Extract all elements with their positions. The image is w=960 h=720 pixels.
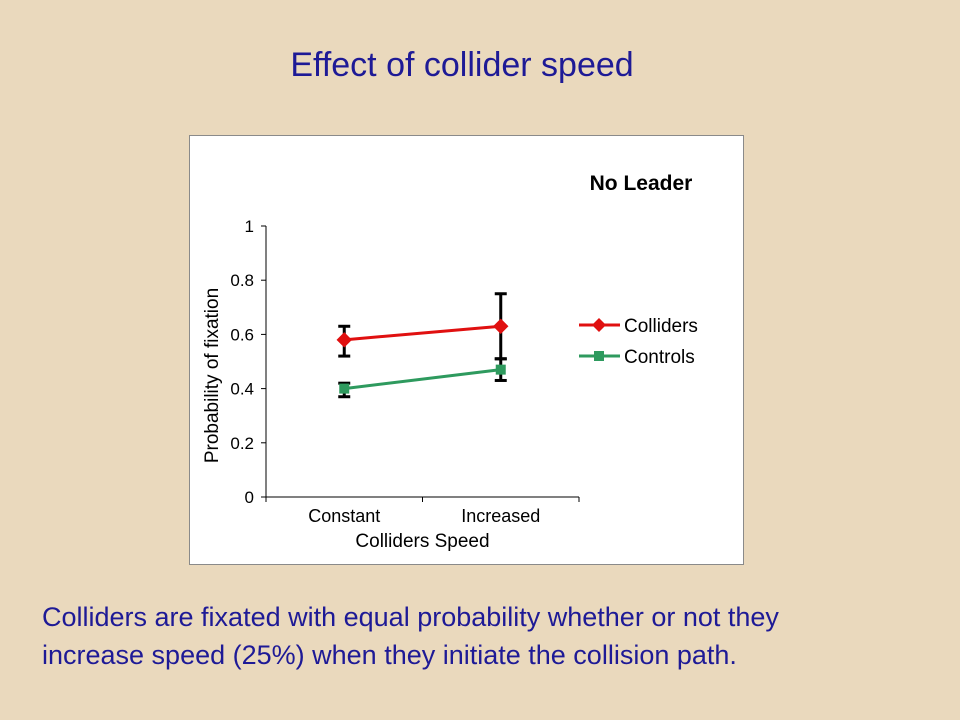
- y-tick-label: 0.6: [230, 325, 254, 344]
- legend-marker-colliders: [592, 318, 606, 332]
- series-line-colliders: [344, 324, 501, 342]
- y-tick-label: 0.2: [230, 434, 254, 453]
- legend-label-colliders: Colliders: [624, 316, 698, 337]
- x-axis-title: Colliders Speed: [355, 531, 489, 552]
- y-axis-title: Probability of fixation: [202, 288, 223, 463]
- slide-caption: Colliders are fixated with equal probabi…: [42, 598, 932, 674]
- legend-label-controls: Controls: [624, 347, 695, 368]
- data-point-colliders: [493, 318, 509, 334]
- y-tick-label: 0.4: [230, 380, 254, 399]
- y-tick-label: 0.8: [230, 271, 254, 290]
- data-point-controls: [495, 364, 506, 375]
- slide-title: Effect of collider speed: [290, 46, 634, 84]
- series-line-controls: [344, 368, 501, 391]
- y-tick-label: 1: [245, 217, 254, 236]
- chart-area: 0 0.2 0.4 0.6 0.8 1 Constant Increased Colliders…: [189, 135, 744, 565]
- chart-annotation: No Leader: [590, 172, 693, 195]
- legend-marker-controls: [594, 351, 604, 361]
- data-point-controls: [339, 383, 350, 394]
- chart-svg: 0 0.2 0.4 0.6 0.8 1 Constant Increased Colliders…: [202, 172, 698, 552]
- caption-line-2: increase speed (25%) when they initiate …: [42, 640, 737, 670]
- x-tick-label: Increased: [461, 506, 540, 526]
- caption-line-1: Colliders are fixated with equal probabi…: [42, 602, 779, 632]
- y-tick-label: 0: [245, 488, 254, 507]
- data-point-colliders: [336, 332, 352, 348]
- x-tick-label: Constant: [308, 506, 380, 526]
